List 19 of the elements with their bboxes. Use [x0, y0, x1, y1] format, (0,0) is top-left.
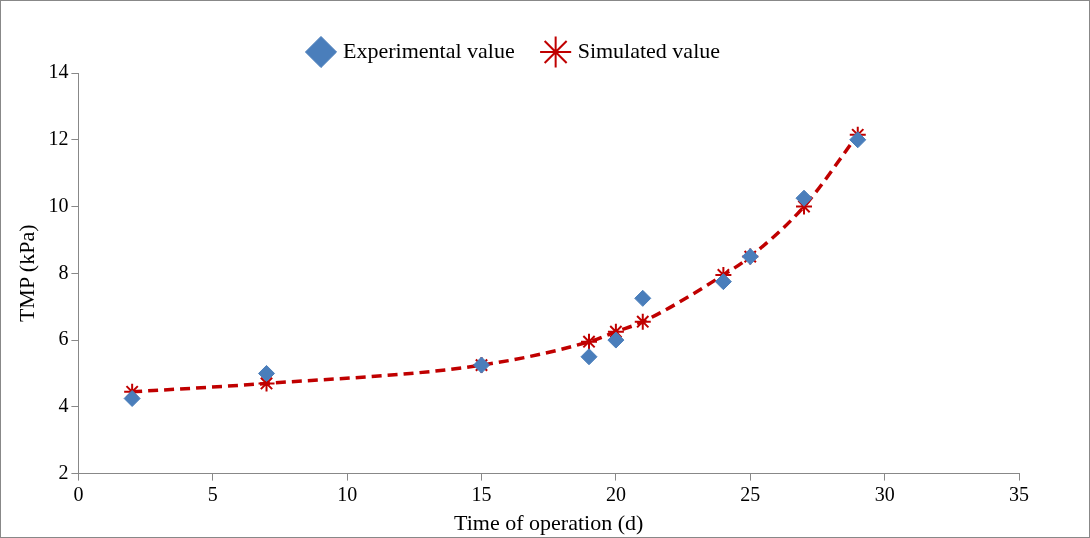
x-tick-label: 5	[207, 482, 218, 505]
x-tick-label: 10	[337, 482, 358, 505]
x-tick-label: 20	[605, 482, 626, 505]
y-tick-label: 4	[58, 394, 69, 417]
legend-label: Simulated value	[577, 37, 721, 63]
y-tick-label: 8	[58, 260, 69, 283]
legend-label: Experimental value	[343, 37, 515, 63]
x-tick-label: 35	[1009, 482, 1029, 505]
y-tick-label: 2	[58, 460, 69, 483]
x-axis-title: Time of operation (d)	[454, 509, 644, 535]
x-tick-label: 30	[874, 482, 895, 505]
x-tick-label: 0	[73, 482, 84, 505]
y-tick-label: 10	[48, 193, 69, 216]
y-tick-label: 6	[58, 327, 69, 350]
y-tick-label: 12	[48, 127, 69, 150]
y-axis-title: TMP (kPa)	[13, 224, 39, 323]
y-tick-label: 14	[48, 60, 69, 83]
x-tick-label: 15	[471, 482, 492, 505]
x-tick-label: 25	[740, 482, 761, 505]
